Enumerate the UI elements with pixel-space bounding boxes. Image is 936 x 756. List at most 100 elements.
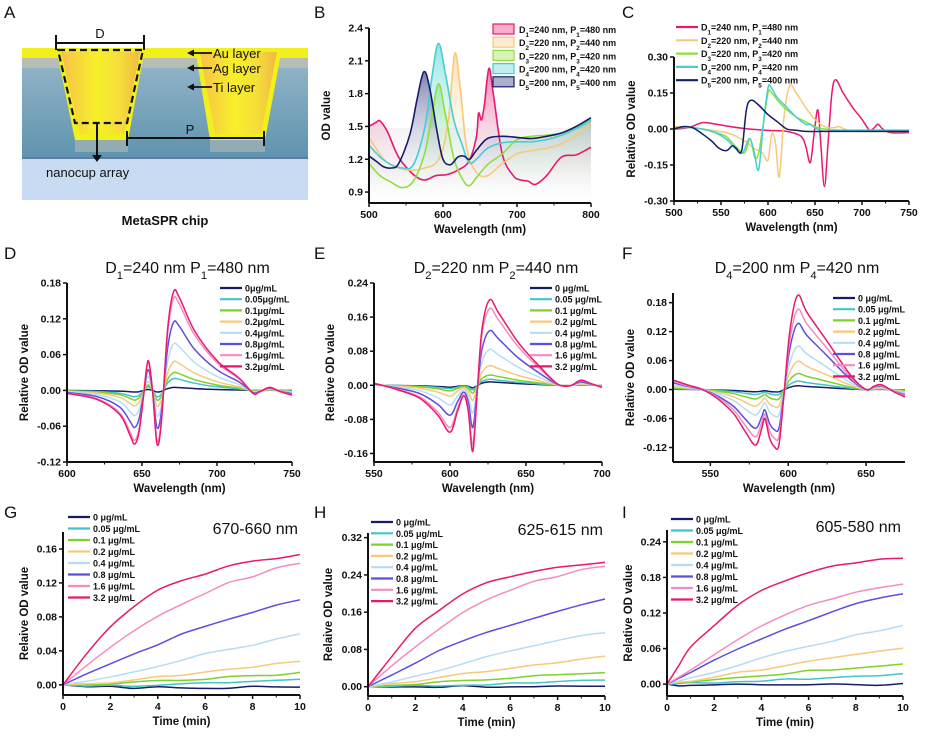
text-part: 0.2 μg/mL	[396, 551, 439, 561]
legend-label: D5=200 nm, P5=400 nm	[519, 78, 616, 92]
legend-label: 0.8μg/mL	[245, 340, 285, 350]
text-part: =420 nm	[580, 65, 616, 75]
panel-h-line-series-1	[367, 684, 606, 689]
text-part: 0.1 μg/mL	[555, 306, 598, 316]
panel-c-y-tick-label: -0.15	[644, 160, 668, 172]
panel-e-x-tick-label: 550	[365, 468, 383, 480]
subscript: 3	[576, 58, 580, 65]
legend-label: 3.2 μg/mL	[396, 597, 439, 607]
text-part: 0.05 μg/mL	[396, 529, 444, 539]
legend-label: 0 μg/mL	[696, 515, 731, 525]
panel-d-x-tick-label: 700	[208, 468, 226, 480]
panel-i-y-axis-label: Relative OD value	[623, 564, 635, 661]
legend-label: 3.2μg/mL	[245, 362, 285, 372]
ag-layer	[22, 58, 308, 68]
panel-d-y-tick-label: 0.06	[41, 349, 62, 361]
legend-label: 0.4 μg/mL	[555, 328, 598, 338]
panel-i-line-series-8	[666, 557, 904, 685]
panel-h-y-axis-label: Relaive OD value	[323, 568, 335, 661]
panel-b-x-tick-label: 800	[582, 209, 600, 221]
panel-i-y-tick-label: 0.24	[641, 536, 662, 548]
panel-i-line-series-6	[666, 592, 904, 685]
legend-swatch	[492, 76, 515, 88]
text-part: 1.6 μg/mL	[396, 585, 439, 595]
legend-label: 3.2 μg/mL	[555, 362, 598, 372]
legend-swatch	[492, 23, 515, 35]
panel-f-x-tick-label: 600	[779, 468, 797, 480]
subscript: 2	[526, 45, 530, 52]
legend-label: D1=240 nm, P1=480 nm	[701, 23, 798, 37]
text-part: 0.05μg/mL	[245, 295, 290, 305]
panel-g-x-tick-label: 6	[202, 701, 208, 713]
panel-c-x-tick-label: 550	[712, 207, 730, 219]
panel-h-line-series-8	[367, 561, 606, 688]
text-part: 0.8 μg/mL	[696, 572, 739, 582]
label-d: D	[95, 26, 104, 41]
text-part: 3.2μg/mL	[245, 362, 285, 372]
legend-label: 1.6 μg/mL	[93, 582, 136, 592]
text-part: D	[519, 38, 526, 48]
subscript: 3	[708, 56, 712, 63]
panel-g-x-tick-label: 0	[60, 701, 66, 713]
subscript: 1	[576, 32, 580, 39]
text-part: 0.4 μg/mL	[858, 338, 901, 348]
text-part: 1.6 μg/mL	[93, 582, 136, 592]
panel-c-line-series-1	[673, 79, 910, 188]
panel-g-line-series-1	[62, 684, 301, 690]
au-layer	[22, 48, 308, 58]
text-part: 1.6 μg/mL	[858, 361, 901, 371]
text-part: =200 nm, P	[711, 62, 758, 72]
text-part: 0 μg/mL	[555, 284, 590, 294]
legend-label: 1.6 μg/mL	[858, 361, 901, 371]
panel-e-letter: E	[314, 244, 325, 263]
panel-d-line-series-3	[66, 371, 293, 402]
panel-d-x-tick-label: 650	[133, 468, 151, 480]
legend-label: 0.2μg/mL	[245, 317, 285, 327]
panel-i-x-tick-label: 0	[664, 702, 670, 714]
panel-g-y-tick-label: 0.08	[37, 611, 58, 623]
panel-f-x-tick-label: 550	[702, 468, 720, 480]
text-part: 0.4μg/mL	[245, 328, 285, 338]
panel-i-line-series-5	[666, 624, 904, 685]
text-part: =480 nm	[207, 260, 270, 277]
legend-label: 1.6 μg/mL	[696, 584, 739, 594]
panel-e-y-tick-label: 0.16	[348, 312, 369, 324]
panel-a-schematic: A D P nanocup array Au layer	[4, 3, 308, 228]
panel-c-y-tick-label: 0.00	[648, 124, 669, 136]
panel-c-y-tick-label: 0.15	[648, 88, 669, 100]
legend-label: 3.2 μg/mL	[858, 372, 901, 382]
panel-g-x-axis-label: Time (min)	[153, 716, 211, 728]
panel-i-x-axis-label: Time (min)	[756, 717, 814, 729]
panel-d-y-tick-label: -0.12	[37, 457, 61, 469]
legend-label: D5=200 nm, P5=400 nm	[701, 76, 798, 90]
panel-c-x-axis-label: Wavelength (nm)	[745, 222, 837, 234]
panel-h-line-series-7	[367, 565, 606, 688]
text-part: =440 nm	[516, 260, 579, 277]
panel-c-line-series-4	[673, 83, 910, 172]
legend-label: 0.4 μg/mL	[93, 559, 136, 569]
panel-i-line-series-4	[666, 647, 904, 685]
panel-f-y-tick-label: 0.06	[647, 355, 668, 367]
panel-c-line-series-2	[673, 83, 910, 178]
text-part: =440 nm	[580, 38, 616, 48]
panel-f-x-tick-label: 650	[857, 468, 875, 480]
panel-g-letter: G	[4, 503, 17, 522]
text-part: 0.4 μg/mL	[93, 559, 136, 569]
panel-e-x-tick-label: 700	[593, 468, 611, 480]
subscript: 4	[708, 69, 712, 76]
panel-f-y-tick-label: 0.00	[647, 384, 668, 396]
legend-label: D1=240 nm, P1=480 nm	[519, 25, 616, 39]
panel-b-x-axis-label: Wavelength (nm)	[434, 224, 526, 236]
text-part: 0.8 μg/mL	[555, 340, 598, 350]
panel-h-y-tick-label: 0.32	[342, 532, 363, 544]
panel-e-x-tick-label: 600	[441, 468, 459, 480]
label-ag-layer: Ag layer	[213, 61, 261, 76]
panel-c-line-series-5	[673, 99, 909, 154]
text-part: 0.1 μg/mL	[93, 536, 136, 546]
text-part: 0.8μg/mL	[245, 340, 285, 350]
panel-i-x-tick-label: 8	[853, 702, 859, 714]
legend-label: 0.8 μg/mL	[93, 570, 136, 580]
label-p: P	[186, 122, 195, 137]
legend-label: 0.8 μg/mL	[696, 572, 739, 582]
panel-h-y-tick-label: 0.24	[342, 569, 363, 581]
